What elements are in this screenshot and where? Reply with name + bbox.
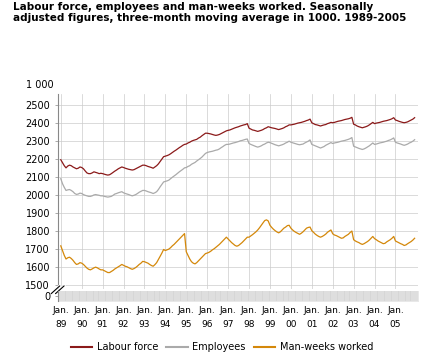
Text: Jan.: Jan. [219, 306, 236, 315]
Text: Labour force, employees and man-weeks worked. Seasonally
adjusted figures, three: Labour force, employees and man-weeks wo… [13, 2, 405, 23]
Text: Jan.: Jan. [136, 306, 153, 315]
Text: 02: 02 [326, 320, 337, 329]
Text: 91: 91 [97, 320, 108, 329]
Text: Jan.: Jan. [94, 306, 111, 315]
Text: 98: 98 [243, 320, 254, 329]
Text: Jan.: Jan. [366, 306, 382, 315]
Text: Jan.: Jan. [73, 306, 90, 315]
Text: Jan.: Jan. [178, 306, 194, 315]
Text: Jan.: Jan. [386, 306, 403, 315]
Text: 94: 94 [159, 320, 171, 329]
Text: Jan.: Jan. [115, 306, 132, 315]
Text: 90: 90 [76, 320, 87, 329]
Text: 89: 89 [55, 320, 66, 329]
Text: Jan.: Jan. [199, 306, 215, 315]
Text: Jan.: Jan. [303, 306, 320, 315]
Text: 1 000: 1 000 [26, 80, 54, 90]
Text: 92: 92 [118, 320, 129, 329]
Text: Jan.: Jan. [282, 306, 299, 315]
Text: Jan.: Jan. [240, 306, 257, 315]
Text: 01: 01 [305, 320, 317, 329]
Text: 05: 05 [389, 320, 400, 329]
Text: 99: 99 [264, 320, 275, 329]
Text: 00: 00 [285, 320, 296, 329]
Text: 93: 93 [138, 320, 150, 329]
Text: 03: 03 [347, 320, 359, 329]
Text: 04: 04 [368, 320, 379, 329]
Text: Jan.: Jan. [157, 306, 173, 315]
Text: 97: 97 [222, 320, 233, 329]
Legend: Labour force, Employees, Man-weeks worked: Labour force, Employees, Man-weeks worke… [67, 338, 376, 356]
Text: Jan.: Jan. [52, 306, 69, 315]
Text: Jan.: Jan. [261, 306, 278, 315]
Text: 95: 95 [180, 320, 192, 329]
Text: Jan.: Jan. [324, 306, 340, 315]
Text: Jan.: Jan. [345, 306, 361, 315]
Text: 96: 96 [201, 320, 213, 329]
